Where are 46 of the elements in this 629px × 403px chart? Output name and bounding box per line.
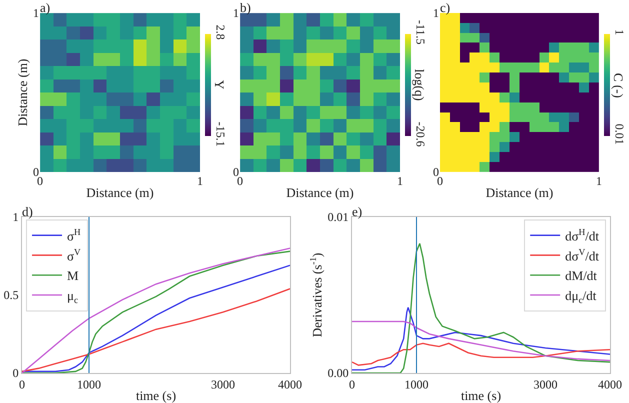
x-axis-title: Distance (m)	[486, 185, 554, 200]
x-tick-label: 3000	[211, 377, 235, 392]
x-tick-label: 1	[596, 174, 602, 188]
legend-label: M	[67, 268, 80, 284]
legend-label: dσ$^{H}$/dt	[565, 226, 600, 244]
legend-label: dM/dt	[565, 268, 598, 284]
x-tick-label: 3000	[534, 377, 558, 392]
x-tick-label: 4000	[598, 377, 622, 392]
y-tick-label: 1	[12, 210, 19, 224]
line-series	[22, 288, 290, 372]
color-bar-title: log(q)	[412, 69, 428, 101]
line-series	[352, 242, 610, 373]
line-series	[352, 306, 610, 371]
x-tick-label: 1000	[77, 377, 101, 392]
x-axis-title: Distance (m)	[86, 185, 154, 200]
color-bar-title: C (-)	[611, 73, 626, 98]
x-tick-label: 1000	[404, 377, 428, 392]
x-tick-label: 1	[197, 174, 203, 188]
y-tick-label: 0	[12, 366, 19, 380]
legend-label: dμ$_{c}$/dt	[565, 288, 597, 305]
chart-title: a)	[40, 0, 50, 15]
x-axis-title: time (s)	[136, 388, 176, 403]
chart-title: d)	[22, 204, 33, 219]
color-bar-label: 2.8	[213, 24, 228, 40]
legend-label: σ$^{V}$	[67, 246, 82, 264]
x-axis-title: Distance (m)	[286, 185, 354, 200]
chart-title: e)	[352, 204, 362, 219]
color-bar-label: -15.1	[213, 122, 228, 147]
color-bar-label: -20.6	[413, 122, 428, 147]
legend-label: dσ$^{V}$/dt	[565, 246, 600, 264]
y-axis-title: Distance (m)	[14, 58, 30, 126]
color-bar-label: -11.5	[413, 20, 428, 45]
legend-label: μ$_{c}$	[67, 288, 78, 305]
x-tick-label: 4000	[278, 377, 302, 392]
line-series	[352, 320, 610, 362]
line-series	[352, 342, 610, 366]
chart-title: c)	[440, 0, 450, 15]
legend-label: σ$^{H}$	[67, 226, 82, 244]
y-tick-label: 0.00	[328, 366, 349, 380]
chart-title: b)	[240, 0, 251, 15]
x-axis-title: time (s)	[460, 388, 502, 403]
x-tick-label: 1	[397, 174, 403, 188]
color-bar-title: Y	[212, 80, 228, 90]
y-tick-label: 0.5	[4, 288, 19, 302]
color-bar-label: 1	[612, 29, 626, 36]
color-bar-label: 0.01	[612, 124, 626, 145]
